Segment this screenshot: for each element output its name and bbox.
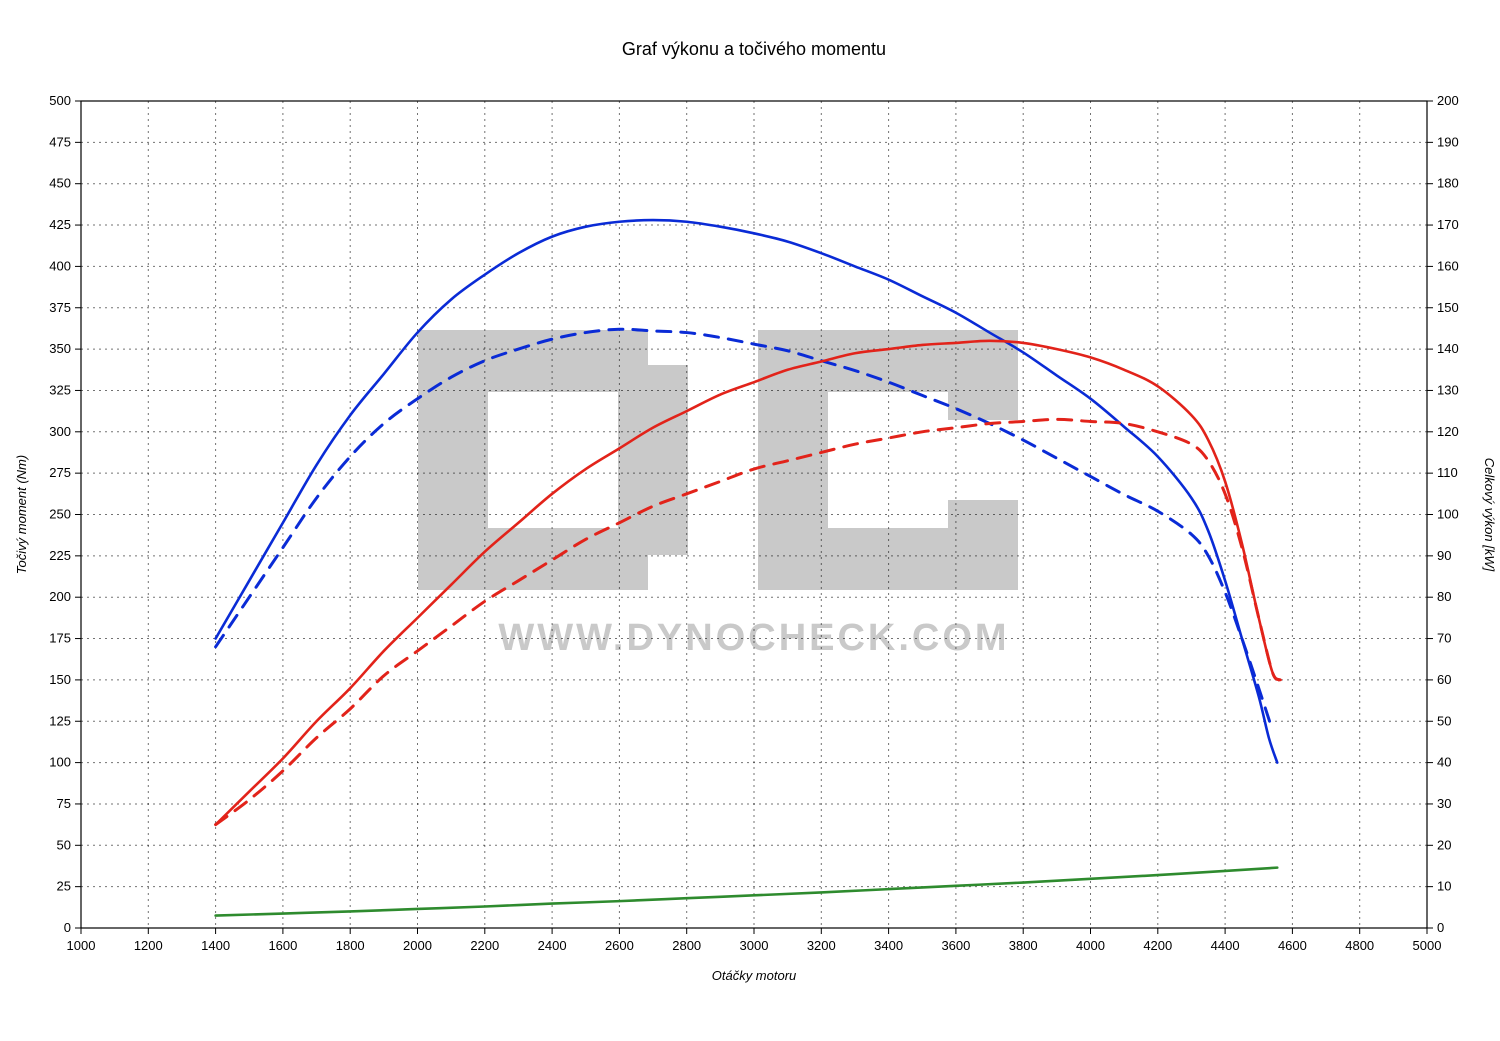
svg-text:2800: 2800 bbox=[672, 938, 701, 953]
svg-text:350: 350 bbox=[49, 341, 71, 356]
svg-text:0: 0 bbox=[1437, 920, 1444, 935]
svg-text:1600: 1600 bbox=[268, 938, 297, 953]
svg-text:30: 30 bbox=[1437, 796, 1451, 811]
svg-text:40: 40 bbox=[1437, 755, 1451, 770]
svg-text:4800: 4800 bbox=[1345, 938, 1374, 953]
svg-text:3000: 3000 bbox=[740, 938, 769, 953]
svg-text:325: 325 bbox=[49, 382, 71, 397]
svg-text:60: 60 bbox=[1437, 672, 1451, 687]
svg-text:25: 25 bbox=[57, 879, 71, 894]
svg-text:3600: 3600 bbox=[941, 938, 970, 953]
svg-text:100: 100 bbox=[49, 755, 71, 770]
svg-text:150: 150 bbox=[1437, 300, 1459, 315]
svg-text:1400: 1400 bbox=[201, 938, 230, 953]
svg-text:70: 70 bbox=[1437, 631, 1451, 646]
svg-text:2000: 2000 bbox=[403, 938, 432, 953]
svg-text:180: 180 bbox=[1437, 176, 1459, 191]
svg-text:150: 150 bbox=[49, 672, 71, 687]
svg-text:20: 20 bbox=[1437, 837, 1451, 852]
svg-text:125: 125 bbox=[49, 713, 71, 728]
svg-text:450: 450 bbox=[49, 176, 71, 191]
y-axis-right-label: Celkový výkon [kW] bbox=[1482, 458, 1497, 572]
svg-text:1200: 1200 bbox=[134, 938, 163, 953]
svg-text:2200: 2200 bbox=[470, 938, 499, 953]
svg-text:3400: 3400 bbox=[874, 938, 903, 953]
svg-text:50: 50 bbox=[57, 837, 71, 852]
y-axis-left-label: Točivý moment (Nm) bbox=[14, 455, 29, 574]
svg-text:1000: 1000 bbox=[67, 938, 96, 953]
svg-text:4200: 4200 bbox=[1143, 938, 1172, 953]
svg-text:90: 90 bbox=[1437, 548, 1451, 563]
svg-text:0: 0 bbox=[64, 920, 71, 935]
svg-text:225: 225 bbox=[49, 548, 71, 563]
svg-text:300: 300 bbox=[49, 424, 71, 439]
svg-text:170: 170 bbox=[1437, 217, 1459, 232]
svg-text:130: 130 bbox=[1437, 382, 1459, 397]
svg-text:50: 50 bbox=[1437, 713, 1451, 728]
svg-text:425: 425 bbox=[49, 217, 71, 232]
svg-text:500: 500 bbox=[49, 93, 71, 108]
dyno-chart: WWW.DYNOCHECK.COM10001200140016001800200… bbox=[0, 0, 1500, 1041]
x-axis-label: Otáčky motoru bbox=[712, 968, 797, 983]
svg-text:3800: 3800 bbox=[1009, 938, 1038, 953]
svg-text:250: 250 bbox=[49, 507, 71, 522]
chart-title: Graf výkonu a točivého momentu bbox=[622, 39, 886, 59]
svg-text:5000: 5000 bbox=[1413, 938, 1442, 953]
svg-text:3200: 3200 bbox=[807, 938, 836, 953]
svg-text:200: 200 bbox=[49, 589, 71, 604]
svg-text:175: 175 bbox=[49, 631, 71, 646]
svg-text:190: 190 bbox=[1437, 134, 1459, 149]
svg-text:275: 275 bbox=[49, 465, 71, 480]
svg-text:4000: 4000 bbox=[1076, 938, 1105, 953]
svg-text:110: 110 bbox=[1437, 465, 1458, 480]
svg-text:400: 400 bbox=[49, 258, 71, 273]
svg-text:10: 10 bbox=[1437, 879, 1451, 894]
svg-text:4400: 4400 bbox=[1211, 938, 1240, 953]
svg-text:1800: 1800 bbox=[336, 938, 365, 953]
svg-text:2400: 2400 bbox=[538, 938, 567, 953]
svg-text:475: 475 bbox=[49, 134, 71, 149]
svg-text:4600: 4600 bbox=[1278, 938, 1307, 953]
chart-container: WWW.DYNOCHECK.COM10001200140016001800200… bbox=[0, 0, 1500, 1041]
svg-text:80: 80 bbox=[1437, 589, 1451, 604]
svg-text:2600: 2600 bbox=[605, 938, 634, 953]
svg-text:375: 375 bbox=[49, 300, 71, 315]
svg-text:140: 140 bbox=[1437, 341, 1459, 356]
svg-text:200: 200 bbox=[1437, 93, 1459, 108]
svg-text:120: 120 bbox=[1437, 424, 1459, 439]
svg-text:75: 75 bbox=[57, 796, 71, 811]
svg-text:160: 160 bbox=[1437, 258, 1459, 273]
svg-text:100: 100 bbox=[1437, 507, 1459, 522]
